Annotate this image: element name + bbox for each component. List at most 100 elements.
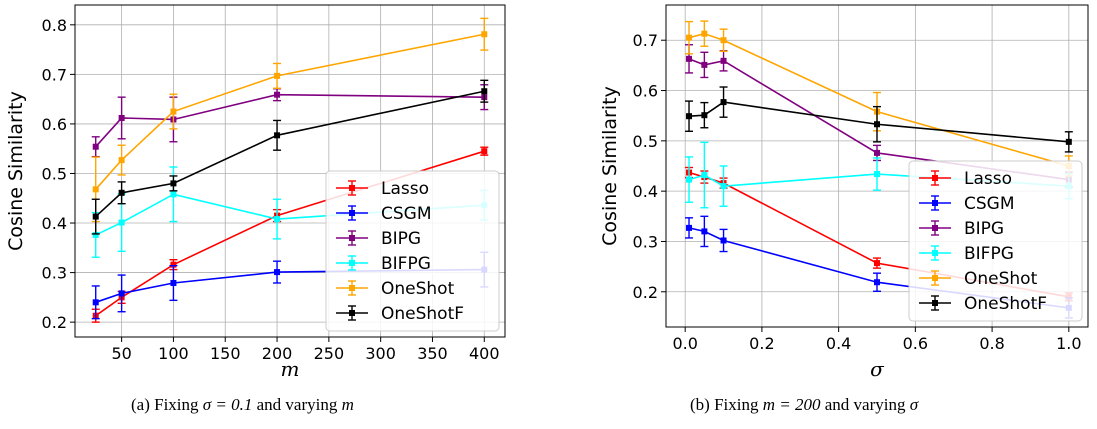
chart-a-xtick-label-3: 200 [262,344,293,363]
chart-b-legend-marker-oneshotf [932,300,938,306]
chart-a-legend-label-csgm: CSGM [381,204,432,224]
caption-a-prefix: (a) Fixing [131,395,203,414]
chart-b-frame [665,4,1089,328]
chart-b-point-bipg-0 [686,55,693,62]
chart-b-point-oneshotf-0 [686,113,693,120]
chart-b-xtick-label-3: 0.6 [903,334,928,353]
chart-a-legend-box [325,170,500,332]
chart-b-ytick-label-1: 0.3 [633,232,658,251]
chart-a-legend-marker-oneshotf [349,310,355,316]
chart-b-legend-label-oneshot: OneShot [964,269,1038,289]
chart-a-point-oneshotf-0 [92,213,99,220]
chart-b-legend-label-lasso: Lasso [964,169,1012,189]
chart-a-xtick-label-6: 350 [417,344,448,363]
chart-a-point-csgm-0 [92,299,99,306]
chart-b-point-csgm-2 [720,237,727,244]
chart-a-point-oneshot-3 [274,72,281,79]
chart-b-ytick-label-2: 0.4 [633,182,658,201]
chart-a-point-oneshot-1 [118,157,125,164]
chart-a-point-oneshotf-1 [118,189,125,196]
caption-b: (b) Fixing m = 200 and varying σ [690,395,918,415]
chart-b-legend-marker-oneshot [932,275,938,281]
chart-b-point-bifpg-0 [686,176,693,183]
chart-a-point-oneshot-0 [92,186,99,193]
chart-b-legend-marker-lasso [932,175,938,181]
chart-b-point-bifpg-3 [874,171,880,178]
caption-b-math: m = 200 [762,395,821,414]
chart-b-legend-box [908,160,1083,322]
chart-a-frame [74,4,506,338]
chart-b-point-csgm-3 [874,279,880,286]
chart-b-legend-marker-bipg [932,225,938,231]
caption-b-var: σ [909,395,919,414]
chart-a-ylabel: Cosine Similarity [5,91,27,251]
chart-a-line-oneshot [95,33,485,190]
chart-a-point-csgm-2 [170,279,177,286]
chart-b-xtick-label-2: 0.4 [826,334,851,353]
chart-b-series-oneshotf [685,86,1073,153]
chart-b-legend-label-csgm: CSGM [964,194,1015,214]
chart-b-point-bipg-1 [701,61,708,68]
chart-a-point-oneshotf-3 [274,132,281,139]
chart-a-ytick-label-3: 0.5 [42,164,67,183]
chart-a-point-oneshotf-4 [481,88,488,95]
chart-b-ytick-label-5: 0.7 [633,31,658,50]
chart-a-legend-marker-oneshot [349,285,355,291]
chart-a-point-bipg-1 [118,114,125,121]
chart-a-legend-label-oneshot: OneShot [381,279,455,299]
chart-a-xtick-label-2: 150 [210,344,241,363]
chart-b-point-csgm-0 [686,224,693,231]
chart-a-point-bifpg-3 [274,216,281,223]
chart-a-legend-marker-bifpg [349,260,355,266]
chart-a-legend: Lasso CSGM BIPG BIFPG OneShot OneShotF [325,170,500,332]
chart-a-xtick-label-5: 300 [365,344,396,363]
chart-a-point-oneshot-2 [170,108,177,115]
caption-a: (a) Fixing σ = 0.1 and varying m [131,395,354,415]
chart-a-point-lasso-4 [481,148,488,155]
chart-b-xtick-label-1: 0.2 [749,334,774,353]
chart-a-point-bipg-3 [274,91,281,98]
chart-b-point-csgm-1 [701,228,708,235]
chart-a-legend-marker-lasso [349,185,355,191]
chart-b-point-oneshot-1 [701,30,708,37]
chart-a-point-oneshot-4 [481,31,488,38]
chart-b-point-lasso-3 [874,260,880,267]
chart-b-legend-label-oneshotf: OneShotF [964,294,1047,314]
caption-b-prefix: (b) Fixing [690,395,763,414]
chart-a-xtick-label-1: 100 [158,344,189,363]
chart-a-point-csgm-3 [274,269,281,276]
chart-a-legend-marker-bipg [349,235,355,241]
chart-a-ytick-label-0: 0.2 [42,313,67,332]
chart-b-ylabel: Cosine Similarity [599,86,621,246]
chart-a-ytick-label-4: 0.6 [42,115,67,134]
chart-a-series-bipg [91,84,489,158]
chart-a-point-csgm-1 [118,290,125,297]
chart-b-xtick-label-5: 1.0 [1056,334,1081,353]
chart-b-point-oneshotf-4 [1065,138,1072,145]
chart-a-series-oneshot [91,17,489,223]
chart-b-point-oneshotf-3 [874,121,880,128]
caption-a-middle: and varying [252,395,342,414]
caption-a-var: m [341,395,354,414]
chart-a-point-bifpg-0 [92,231,99,238]
chart-a-line-bipg [95,93,485,148]
chart-b-legend-marker-bifpg [932,250,938,256]
chart-a-legend-marker-csgm [349,210,355,216]
chart-b-point-bipg-2 [720,57,727,64]
chart-a-ytick-label-6: 0.8 [42,16,67,35]
chart-b-point-oneshotf-2 [720,99,727,106]
chart-b-xlabel: σ [870,357,885,381]
chart-a-xtick-label-4: 250 [314,344,345,363]
chart-a-series-oneshotf [91,79,489,235]
chart-b-ytick-label-0: 0.2 [633,283,658,302]
chart-a-legend-label-bifpg: BIFPG [381,254,431,274]
chart-b-xtick-label-0: 0.0 [672,334,697,353]
chart-a-point-bifpg-1 [118,219,125,226]
chart-b-ytick-label-4: 0.6 [633,82,658,101]
chart-a-point-bipg-0 [92,143,99,150]
chart-b-legend-label-bipg: BIPG [964,219,1004,239]
chart-a-xtick-label-0: 50 [111,344,131,363]
chart-a-legend-label-bipg: BIPG [381,229,421,249]
chart-b-line-oneshot [688,32,1070,167]
